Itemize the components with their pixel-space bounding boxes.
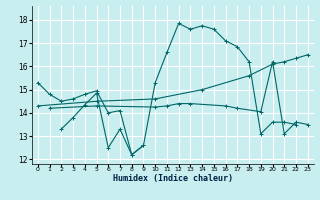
- X-axis label: Humidex (Indice chaleur): Humidex (Indice chaleur): [113, 174, 233, 183]
